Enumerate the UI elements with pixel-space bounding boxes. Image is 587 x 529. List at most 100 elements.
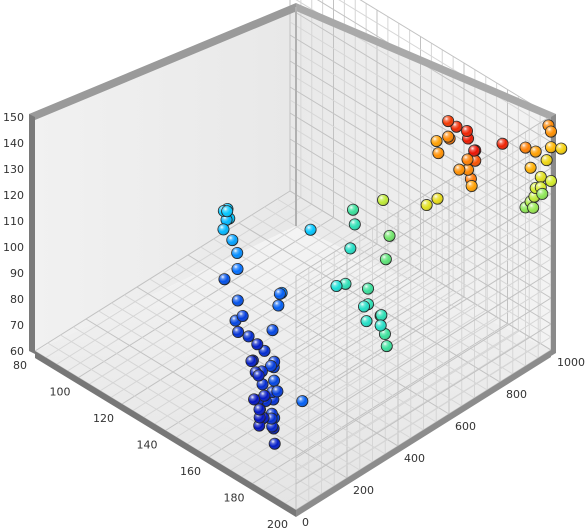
data-point [217, 223, 230, 236]
right-wall-grid-line [295, 167, 552, 329]
data-point-highlight [349, 218, 361, 230]
data-point-highlight [237, 310, 249, 322]
floor-grid-line [162, 270, 424, 431]
data-point-highlight [375, 319, 387, 332]
data-point-highlight [231, 263, 244, 275]
data-point-highlight [442, 115, 454, 127]
data-point [226, 234, 239, 247]
data-point [245, 355, 258, 368]
data-point [540, 154, 553, 167]
data-point-highlight [217, 223, 230, 236]
data-point [221, 205, 234, 218]
data-point-highlight [555, 143, 567, 155]
right-wall-grid-line [295, 284, 552, 446]
data-point [361, 282, 374, 295]
data-point [248, 393, 261, 406]
data-point [383, 229, 396, 242]
floor-grid-line [149, 278, 412, 439]
y-tick-label: 140 [3, 137, 24, 150]
data-point-highlight [243, 330, 255, 342]
data-point-highlight [461, 125, 473, 137]
x-tick-label: 180 [224, 492, 245, 505]
x-tick-label: 200 [267, 518, 288, 529]
data-point [430, 135, 443, 148]
data-point [251, 338, 264, 351]
data-point [527, 201, 540, 214]
data-point [374, 319, 387, 332]
x-tick-label: 140 [137, 439, 158, 452]
data-point-highlight [421, 199, 433, 211]
right-wall-grid-line [295, 193, 552, 355]
left-wall-top-edge [29, 3, 302, 120]
data-point [330, 279, 343, 292]
data-point-highlight [251, 338, 263, 350]
left-wall-grid-line [359, 0, 552, 117]
data-point [358, 300, 371, 313]
data-point-highlight [461, 153, 474, 166]
data-point-highlight [468, 145, 480, 157]
data-point-highlight [344, 242, 356, 255]
right-wall-grid-line [295, 232, 552, 394]
z-tick-label: 800 [506, 388, 527, 401]
left-wall-grid-line [289, 34, 552, 195]
axis-ticks: 60 70 80 90 100 110 120 130 140 150 80 100 120 140 160… [3, 111, 585, 529]
right-wall-grid-line [295, 180, 552, 342]
floor-grid-line [60, 334, 322, 495]
data-point-highlight [296, 395, 308, 407]
data-point-highlight [383, 230, 396, 242]
data-point [442, 115, 455, 128]
y-tick-label: 60 [10, 345, 24, 358]
data-point [268, 437, 281, 450]
data-point-highlight [256, 378, 269, 390]
y-tick-label: 100 [3, 241, 24, 254]
left-wall-grid-line [289, 60, 552, 221]
floor-grid-line [98, 310, 361, 471]
data-point [268, 374, 281, 387]
data-point [524, 161, 537, 174]
data-point-highlight [462, 164, 474, 176]
data-point [465, 180, 478, 193]
data-point-highlight [221, 205, 233, 217]
floor-grid-line [187, 254, 450, 415]
data-point [231, 246, 244, 259]
data-point-highlight [274, 288, 286, 300]
data-point-highlight [253, 369, 265, 382]
data-point [218, 273, 231, 286]
data-point-highlight [269, 438, 281, 450]
data-point-highlight [545, 175, 557, 187]
floor-grid-line [200, 246, 463, 407]
left-wall-grid-line [289, 112, 552, 273]
data-point [360, 315, 373, 328]
data-point [536, 187, 549, 200]
data-point [258, 389, 271, 402]
data-point [264, 359, 277, 372]
data-point-highlight [450, 121, 463, 133]
data-point [460, 125, 473, 138]
x-tick-label: 100 [50, 386, 71, 399]
right-wall-top-edge [296, 3, 556, 120]
data-point-highlight [380, 253, 392, 265]
data-point-highlight [525, 162, 537, 174]
data-point [519, 141, 532, 154]
data-point [346, 203, 359, 216]
data-point [432, 147, 445, 160]
data-point-highlight [381, 340, 393, 352]
left-wall-grid-line [289, 21, 552, 182]
data-point-highlight [232, 294, 244, 307]
data-point-highlight [431, 193, 444, 205]
data-point-highlight [248, 393, 260, 405]
right-wall-grid-line [295, 310, 552, 472]
left-wall-side-edge [29, 114, 35, 354]
floor-grid-line [251, 214, 514, 375]
right-wall-grid-line [295, 297, 552, 459]
right-wall-grid-line [295, 323, 552, 485]
z-tick-label: 400 [404, 452, 425, 465]
data-point-highlight [519, 142, 532, 154]
data-point [377, 194, 390, 207]
floor-front-right-edge [296, 350, 551, 517]
floor-front-left-edge [35, 351, 296, 517]
data-point-highlight [362, 283, 374, 295]
right-wall-grid-line [295, 141, 552, 303]
floor-grid-line [47, 342, 310, 503]
